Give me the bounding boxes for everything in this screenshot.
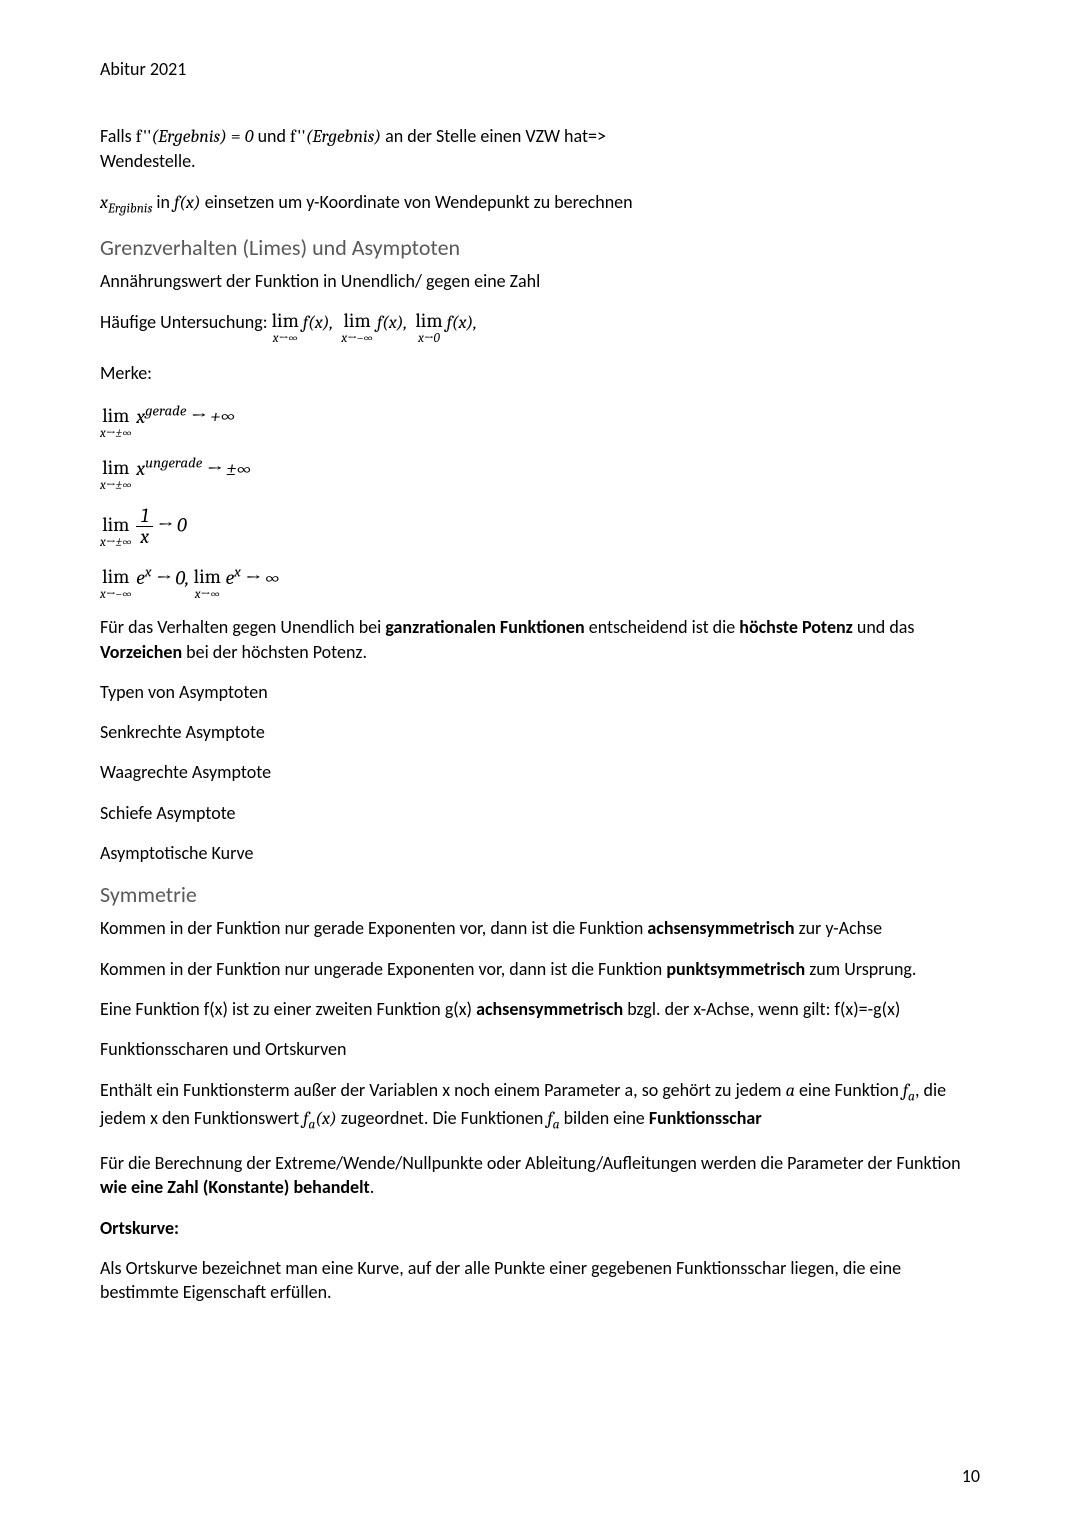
text: an der Stelle einen VZW hat=> xyxy=(385,125,606,147)
lim-xinf: limx→∞ xyxy=(272,311,299,345)
fax: fa(x) xyxy=(303,1108,337,1129)
arrow-a: → 0, xyxy=(156,566,194,589)
lim: limx→±∞ xyxy=(100,406,132,440)
asymptote-type: Schiefe Asymptote xyxy=(100,801,980,825)
text: in xyxy=(156,191,174,213)
lim: limx→±∞ xyxy=(100,458,132,492)
asymptote-type: Waagrechte Asymptote xyxy=(100,760,980,784)
label: Häufige Untersuchung: xyxy=(100,311,272,333)
fx2: f(x), xyxy=(377,312,407,333)
fx3: f(x), xyxy=(447,312,477,333)
t: Für die Berechnung der Extreme/Wende/Nul… xyxy=(100,1152,961,1174)
t: Für das Verhalten gegen Unendlich bei xyxy=(100,616,385,638)
t: Kommen in der Funktion nur ungerade Expo… xyxy=(100,958,666,980)
heading-funktionsscharen: Funktionsscharen und Ortskurven xyxy=(100,1037,980,1061)
b: punktsymmetrisch xyxy=(666,958,805,980)
math-f2-ergebnis: f''(Ergebnis) xyxy=(290,126,381,147)
symm-3: Eine Funktion f(x) ist zu einer zweiten … xyxy=(100,997,980,1021)
t2: zur y-Achse xyxy=(795,917,883,939)
ortskurve-body: Als Ortskurve bezeichnet man eine Kurve,… xyxy=(100,1256,980,1305)
symm-2: Kommen in der Funktion nur ungerade Expo… xyxy=(100,957,980,981)
text: Falls xyxy=(100,125,136,147)
heading-symmetrie: Symmetrie xyxy=(100,881,980,908)
math-fx: f(x) xyxy=(174,192,201,213)
math-x-ergibnis: xErgibnis xyxy=(100,192,152,213)
body: xgerade xyxy=(136,405,186,428)
b: Funktionsschar xyxy=(649,1107,762,1129)
t2: . xyxy=(370,1176,375,1198)
text: und xyxy=(258,125,290,147)
page-number: 10 xyxy=(962,1465,980,1487)
t: zugeordnet. Die Funktionen xyxy=(337,1107,548,1129)
frac-1-over-x: 1x xyxy=(136,506,153,547)
b: achsensymmetrisch xyxy=(476,998,623,1020)
t2: entscheidend ist die xyxy=(585,616,740,638)
t4: bei der höchsten Potenz. xyxy=(182,641,367,663)
t: Kommen in der Funktion nur gerade Expone… xyxy=(100,917,647,939)
t2: bzgl. der x-Achse, wenn gilt: f(x)=-g(x) xyxy=(623,998,900,1020)
typen-heading: Typen von Asymptoten xyxy=(100,680,980,704)
body: xungerade xyxy=(136,457,202,480)
text: einsetzen um y-Koordinate von Wendepunkt… xyxy=(205,191,633,213)
lim-a: limx→−∞ xyxy=(100,567,132,601)
merke-4: limx→−∞ ex → 0, limx→∞ ex → ∞ xyxy=(100,563,980,602)
symm-1: Kommen in der Funktion nur gerade Expone… xyxy=(100,916,980,940)
math-f2-ergebnis-eq-0: f''(Ergebnis) = 0 xyxy=(136,126,254,147)
lim-xminf: limx→−∞ xyxy=(341,311,373,345)
t2: zum Ursprung. xyxy=(805,958,916,980)
asymptote-type: Asymptotische Kurve xyxy=(100,841,980,865)
merke-3: limx→±∞ 1x → 0 xyxy=(100,506,980,548)
arrow: → ±∞ xyxy=(207,457,251,480)
einsetzen-line: xErgibnis in f(x) einsetzen um y-Koordin… xyxy=(100,190,980,219)
fx1: f(x), xyxy=(303,312,333,333)
haeufige-untersuchung: Häufige Untersuchung: limx→∞ f(x), limx→… xyxy=(100,310,980,345)
fa2: fa xyxy=(547,1108,559,1129)
body-a: ex xyxy=(136,566,151,589)
b2: höchste Potenz xyxy=(739,616,853,638)
page: Abitur 2021 Falls f''(Ergebnis) = 0 und … xyxy=(0,0,1080,1527)
b: wie eine Zahl (Konstante) behandelt xyxy=(100,1176,370,1198)
schar-2: Für die Berechnung der Extreme/Wende/Nul… xyxy=(100,1151,980,1200)
t: bilden eine xyxy=(560,1107,649,1129)
arrow: → 0 xyxy=(158,514,187,537)
document-header: Abitur 2021 xyxy=(100,58,980,80)
t: Enthält ein Funktionsterm außer der Vari… xyxy=(100,1079,786,1101)
schar-1: Enthält ein Funktionsterm außer der Vari… xyxy=(100,1078,980,1136)
heading-grenzverhalten: Grenzverhalten (Limes) und Asymptoten xyxy=(100,234,980,261)
arrow-b: → ∞ xyxy=(245,566,279,589)
grenz-intro: Annährungswert der Funktion in Unendlich… xyxy=(100,269,980,293)
body-b: ex xyxy=(225,566,240,589)
arrow: → +∞ xyxy=(191,405,235,428)
lim-x0: limx→0 xyxy=(415,311,442,345)
t: eine Funktion xyxy=(795,1079,903,1101)
t: Eine Funktion f(x) ist zu einer zweiten … xyxy=(100,998,476,1020)
b1: ganzrationalen Funktionen xyxy=(385,616,584,638)
wendestelle-condition: Falls f''(Ergebnis) = 0 und f''(Ergebnis… xyxy=(100,124,980,174)
merke-2: limx→±∞ xungerade → ±∞ xyxy=(100,454,980,493)
a: a xyxy=(786,1080,795,1101)
ortskurve-heading: Ortskurve: xyxy=(100,1216,980,1240)
merke-1: limx→±∞ xgerade → +∞ xyxy=(100,401,980,440)
asymptote-type: Senkrechte Asymptote xyxy=(100,720,980,744)
ganzrational-note: Für das Verhalten gegen Unendlich bei ga… xyxy=(100,615,980,664)
merke-label: Merke: xyxy=(100,361,980,385)
lim-b: limx→∞ xyxy=(194,567,221,601)
b: achsensymmetrisch xyxy=(647,917,794,939)
t3: und das xyxy=(853,616,915,638)
fa: fa xyxy=(903,1080,915,1101)
b3: Vorzeichen xyxy=(100,641,182,663)
text: Wendestelle. xyxy=(100,150,196,172)
lim: limx→±∞ xyxy=(100,515,132,549)
